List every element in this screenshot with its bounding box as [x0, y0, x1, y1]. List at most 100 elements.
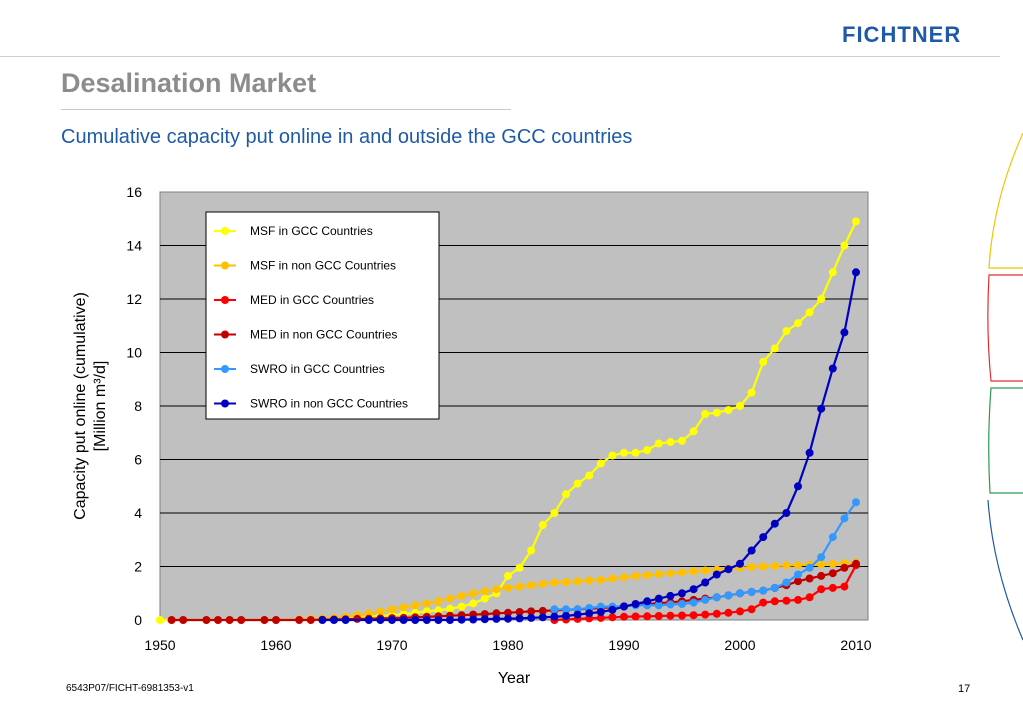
data-point [596, 608, 605, 616]
legend-swatch-marker [221, 330, 229, 339]
data-point [840, 514, 849, 523]
data-point [840, 563, 849, 572]
data-point [678, 568, 686, 577]
data-point [527, 607, 536, 616]
data-point [538, 521, 547, 529]
data-point [666, 611, 675, 620]
data-point [747, 587, 756, 596]
blue-arc [987, 499, 1023, 641]
data-point [318, 616, 327, 624]
data-point [782, 561, 791, 570]
data-point [596, 459, 605, 468]
y-tick-label: 0 [134, 612, 142, 628]
y-tick-label: 10 [126, 345, 142, 361]
data-point [840, 328, 849, 337]
data-point [794, 577, 802, 586]
green-arc [988, 387, 1023, 494]
data-point [805, 593, 814, 602]
data-point [492, 614, 501, 623]
data-point [712, 570, 721, 579]
header-divider [0, 56, 1000, 57]
data-point [596, 575, 605, 584]
series-line [322, 272, 858, 622]
data-point [689, 567, 698, 576]
data-point [399, 616, 408, 624]
data-point [828, 268, 837, 277]
data-point [654, 594, 663, 603]
y-tick-label: 6 [134, 452, 142, 468]
data-point [805, 448, 814, 457]
x-tick-label: 1980 [492, 637, 523, 653]
y-tick-labels: 0 2 4 6 8 10 12 14 16 [126, 184, 142, 628]
data-point [446, 616, 454, 624]
data-point [434, 606, 443, 615]
data-point [492, 609, 501, 618]
data-point [237, 616, 246, 624]
data-point [562, 578, 570, 586]
data-point [689, 427, 698, 436]
data-point [817, 571, 826, 580]
data-point [724, 565, 733, 574]
data-point [678, 600, 686, 608]
data-point [759, 598, 768, 607]
y-tick-label: 4 [134, 505, 142, 521]
x-tick-labels: 1950 1960 1970 1980 1990 2000 2010 [144, 637, 871, 653]
data-point [654, 612, 663, 620]
data-point [411, 601, 420, 610]
data-point [770, 562, 779, 570]
data-point [469, 615, 478, 624]
data-point [770, 519, 779, 528]
data-point [782, 596, 791, 605]
data-point [504, 571, 512, 580]
data-point [515, 563, 524, 572]
data-point [376, 607, 385, 616]
x-tick-label: 2010 [840, 637, 871, 653]
data-point [550, 578, 559, 587]
data-point [712, 593, 721, 602]
data-point [736, 402, 744, 410]
y-tick-label: 14 [126, 238, 142, 254]
legend-swatch-marker [221, 365, 229, 373]
data-point [457, 602, 466, 611]
data-point [295, 616, 304, 624]
data-point [805, 574, 814, 583]
legend-label: MSF in non GCC Countries [250, 259, 396, 273]
y-tick-label: 2 [134, 559, 142, 575]
data-point [701, 595, 710, 604]
data-point [504, 608, 512, 617]
x-tick-label: 1960 [260, 637, 291, 653]
data-point [504, 583, 512, 592]
data-point [446, 594, 454, 603]
data-point [678, 589, 686, 598]
data-point [654, 439, 663, 448]
legend: MSF in GCC Countries MSF in non GCC Count… [205, 211, 440, 420]
data-point [701, 566, 710, 575]
data-point [585, 609, 594, 618]
data-point [631, 448, 640, 457]
title-underline [61, 109, 511, 110]
legend-swatch-marker [221, 399, 229, 408]
data-point [434, 616, 443, 624]
data-point [689, 585, 698, 594]
data-point [643, 446, 652, 455]
data-point [817, 585, 826, 594]
data-point [585, 576, 594, 585]
data-point [736, 589, 744, 598]
data-point [689, 598, 698, 607]
data-point [747, 546, 756, 555]
data-point [666, 438, 675, 447]
data-point [608, 574, 617, 583]
data-point [747, 388, 756, 397]
data-point [608, 451, 617, 460]
data-point [817, 295, 826, 303]
yellow-arc [988, 132, 1023, 269]
data-point [446, 604, 454, 613]
data-point [828, 583, 837, 592]
x-tick-label: 1970 [376, 637, 407, 653]
data-point [272, 616, 280, 624]
data-point [631, 600, 640, 608]
x-tick-label: 1990 [608, 637, 639, 653]
data-point [852, 498, 860, 507]
data-point [422, 599, 431, 608]
